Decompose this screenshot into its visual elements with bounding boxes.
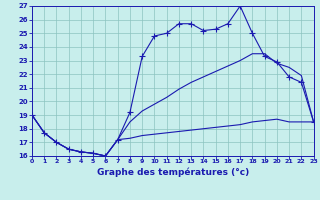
X-axis label: Graphe des températures (°c): Graphe des températures (°c)	[97, 167, 249, 177]
